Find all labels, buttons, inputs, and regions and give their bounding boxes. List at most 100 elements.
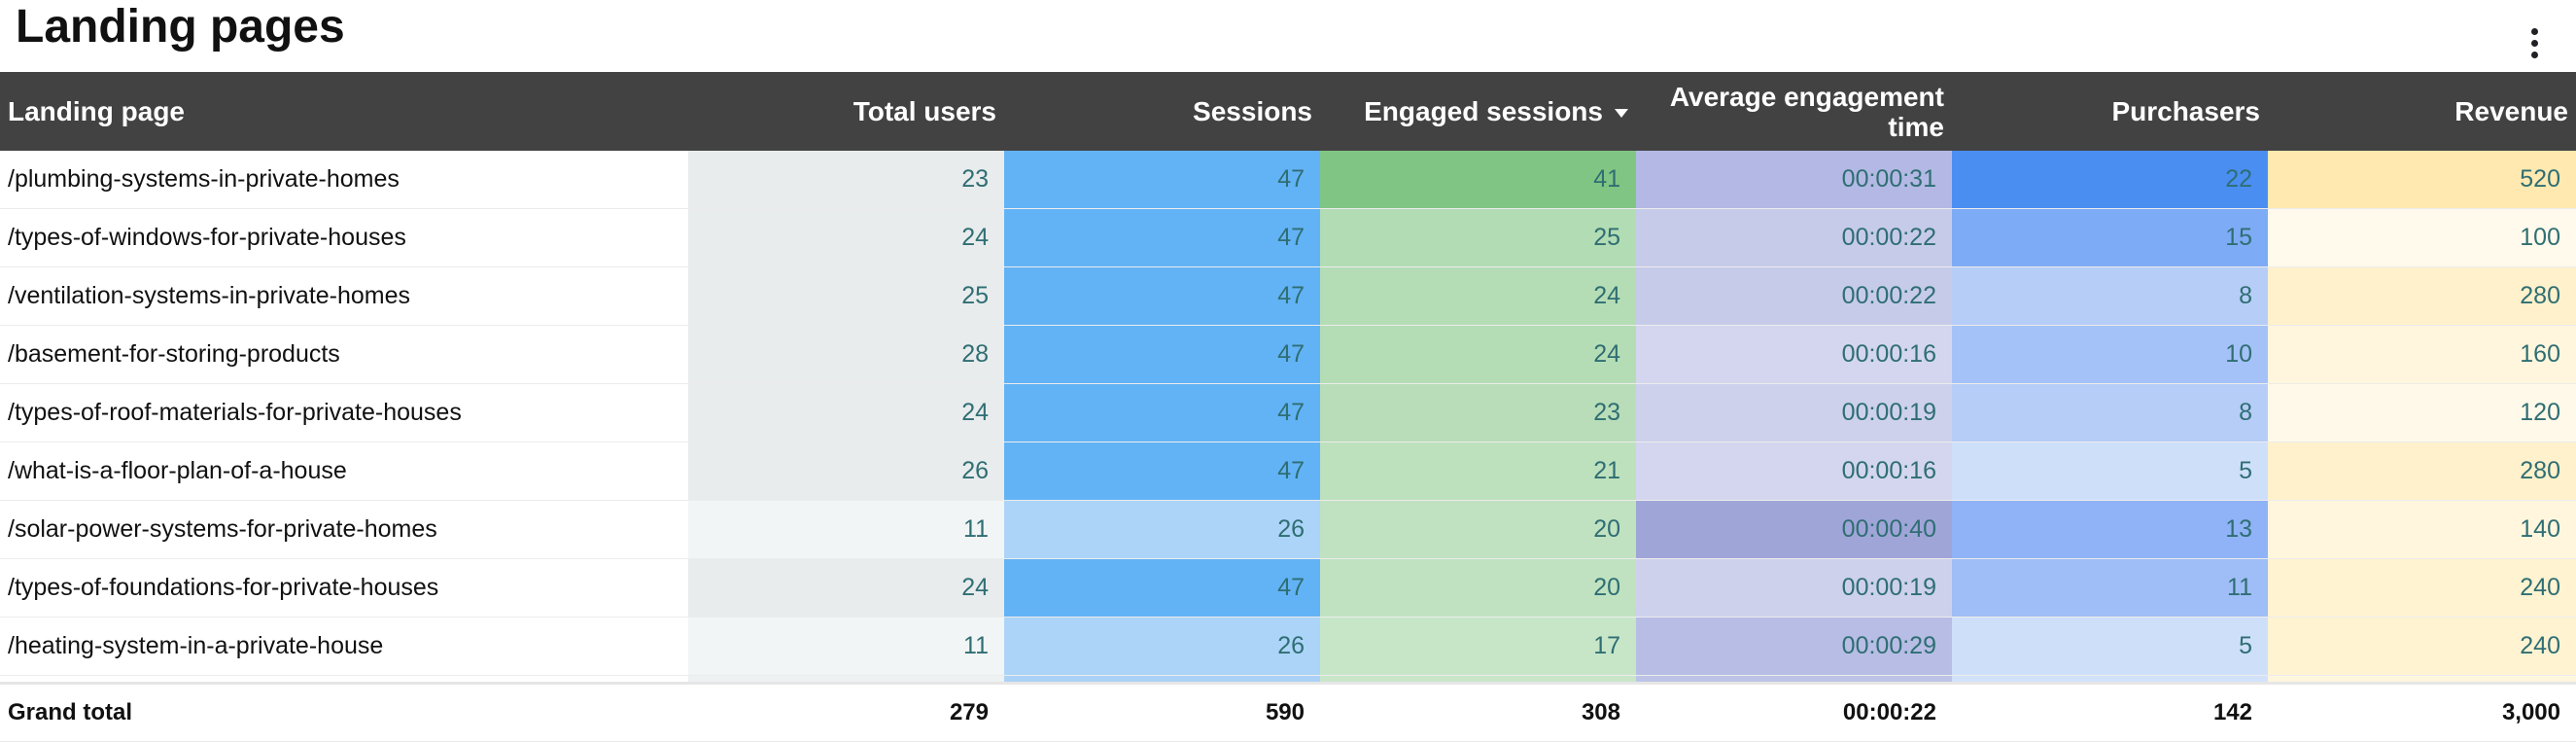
table-row[interactable]: /types-of-roof-materials-for-private-hou… <box>0 383 2576 442</box>
table-row[interactable]: /heating-system-in-a-private-house 11 26 17… <box>0 617 2576 676</box>
table-row[interactable]: /types-of-windows-for-private-houses 24 47… <box>0 208 2576 267</box>
partial-cell <box>1636 675 1952 684</box>
total-users-cell: 11 <box>688 617 1004 676</box>
engaged-sessions-cell: 20 <box>1320 500 1636 559</box>
sessions-cell: 47 <box>1004 442 1320 501</box>
landing-page-cell[interactable]: /types-of-roof-materials-for-private-hou… <box>0 383 688 442</box>
column-header-sessions[interactable]: Sessions <box>1004 72 1320 151</box>
landing-page-cell[interactable]: /heating-system-in-a-private-house <box>0 617 688 676</box>
table-row[interactable]: /basement-for-storing-products 28 47 24 00:0… <box>0 325 2576 384</box>
engaged-sessions-cell: 20 <box>1320 558 1636 618</box>
landing-pages-table: Landing page Total users Sessions Engage… <box>0 72 2576 742</box>
table-body: /plumbing-systems-in-private-homes 23 47 41… <box>0 151 2576 684</box>
landing-page-cell[interactable]: /plumbing-systems-in-private-homes <box>0 151 688 209</box>
total-users-total: 279 <box>688 682 1004 742</box>
column-header-average-engagement-time[interactable]: Average engagement time <box>1636 72 1952 151</box>
sessions-cell: 26 <box>1004 617 1320 676</box>
engaged-sessions-cell: 23 <box>1320 383 1636 442</box>
table-row[interactable]: /types-of-foundations-for-private-houses… <box>0 558 2576 618</box>
sessions-cell: 47 <box>1004 325 1320 384</box>
revenue-total: 3,000 <box>2268 682 2576 742</box>
table-row[interactable]: /what-is-a-floor-plan-of-a-house 26 47 21 00… <box>0 442 2576 501</box>
partial-cell <box>1320 675 1636 684</box>
column-header-landing-page[interactable]: Landing page <box>0 72 688 151</box>
partial-cell <box>2268 675 2576 684</box>
engaged-sessions-cell: 25 <box>1320 208 1636 267</box>
purchasers-cell: 5 <box>1952 442 2268 501</box>
sessions-cell: 47 <box>1004 383 1320 442</box>
avg-engagement-time-cell: 00:00:22 <box>1636 208 1952 267</box>
avg-engagement-time-cell: 00:00:16 <box>1636 442 1952 501</box>
revenue-cell: 280 <box>2268 442 2576 501</box>
purchasers-cell: 13 <box>1952 500 2268 559</box>
revenue-cell: 240 <box>2268 617 2576 676</box>
grand-total-label: Grand total <box>0 682 688 742</box>
sessions-cell: 47 <box>1004 208 1320 267</box>
purchasers-cell: 15 <box>1952 208 2268 267</box>
engaged-sessions-cell: 21 <box>1320 442 1636 501</box>
purchasers-cell: 11 <box>1952 558 2268 618</box>
landing-page-cell[interactable]: /basement-for-storing-products <box>0 325 688 384</box>
total-users-cell: 11 <box>688 500 1004 559</box>
avg-engagement-time-cell: 00:00:19 <box>1636 383 1952 442</box>
page-title: Landing pages <box>16 1 345 53</box>
partial-cell <box>1004 675 1320 684</box>
revenue-cell: 520 <box>2268 151 2576 209</box>
landing-page-cell[interactable]: /types-of-windows-for-private-houses <box>0 208 688 267</box>
total-users-cell: 26 <box>688 442 1004 501</box>
column-header-engaged-sessions[interactable]: Engaged sessions <box>1320 72 1636 151</box>
total-users-cell: 24 <box>688 558 1004 618</box>
avg-engagement-time-total: 00:00:22 <box>1636 682 1952 742</box>
partial-row <box>0 675 2576 684</box>
landing-page-cell[interactable]: /solar-power-systems-for-private-homes <box>0 500 688 559</box>
sort-down-icon[interactable] <box>1615 109 1628 119</box>
total-users-cell: 23 <box>688 151 1004 209</box>
sessions-cell: 47 <box>1004 151 1320 209</box>
partial-cell <box>1952 675 2268 684</box>
avg-engagement-time-cell: 00:00:29 <box>1636 617 1952 676</box>
revenue-cell: 100 <box>2268 208 2576 267</box>
purchasers-total: 142 <box>1952 682 2268 742</box>
landing-page-cell[interactable]: /types-of-foundations-for-private-houses <box>0 558 688 618</box>
menu-dot <box>2530 39 2538 47</box>
grand-total-row: Grand total 279 590 308 00:00:22 142 3,0… <box>0 682 2576 742</box>
column-header-purchasers[interactable]: Purchasers <box>1952 72 2268 151</box>
menu-dot <box>2530 27 2538 35</box>
column-header-revenue[interactable]: Revenue <box>2268 72 2576 151</box>
table-row[interactable]: /ventilation-systems-in-private-homes 25 4… <box>0 266 2576 326</box>
engaged-sessions-total: 308 <box>1320 682 1636 742</box>
revenue-cell: 160 <box>2268 325 2576 384</box>
table-row[interactable]: /plumbing-systems-in-private-homes 23 47 41… <box>0 151 2576 209</box>
partial-cell <box>688 675 1004 684</box>
revenue-cell: 240 <box>2268 558 2576 618</box>
avg-engagement-time-cell: 00:00:22 <box>1636 266 1952 326</box>
engaged-sessions-cell: 17 <box>1320 617 1636 676</box>
sessions-cell: 47 <box>1004 266 1320 326</box>
purchasers-cell: 22 <box>1952 151 2268 209</box>
total-users-cell: 25 <box>688 266 1004 326</box>
column-header-total-users[interactable]: Total users <box>688 72 1004 151</box>
table-row[interactable]: /solar-power-systems-for-private-homes 11… <box>0 500 2576 559</box>
partial-cell <box>0 675 688 684</box>
purchasers-cell: 5 <box>1952 617 2268 676</box>
sessions-total: 590 <box>1004 682 1320 742</box>
avg-engagement-time-cell: 00:00:19 <box>1636 558 1952 618</box>
engaged-sessions-cell: 41 <box>1320 151 1636 209</box>
header-row: Landing page Total users Sessions Engage… <box>0 72 2576 151</box>
revenue-cell: 280 <box>2268 266 2576 326</box>
engaged-sessions-cell: 24 <box>1320 325 1636 384</box>
sessions-cell: 47 <box>1004 558 1320 618</box>
total-users-cell: 24 <box>688 208 1004 267</box>
landing-page-cell[interactable]: /what-is-a-floor-plan-of-a-house <box>0 442 688 501</box>
total-users-cell: 24 <box>688 383 1004 442</box>
menu-dot <box>2530 51 2538 58</box>
landing-page-cell[interactable]: /ventilation-systems-in-private-homes <box>0 266 688 326</box>
purchasers-cell: 8 <box>1952 266 2268 326</box>
avg-engagement-time-cell: 00:00:31 <box>1636 151 1952 209</box>
total-users-cell: 28 <box>688 325 1004 384</box>
avg-engagement-time-cell: 00:00:16 <box>1636 325 1952 384</box>
purchasers-cell: 8 <box>1952 383 2268 442</box>
more-vert-icon[interactable] <box>2517 23 2552 62</box>
purchasers-cell: 10 <box>1952 325 2268 384</box>
